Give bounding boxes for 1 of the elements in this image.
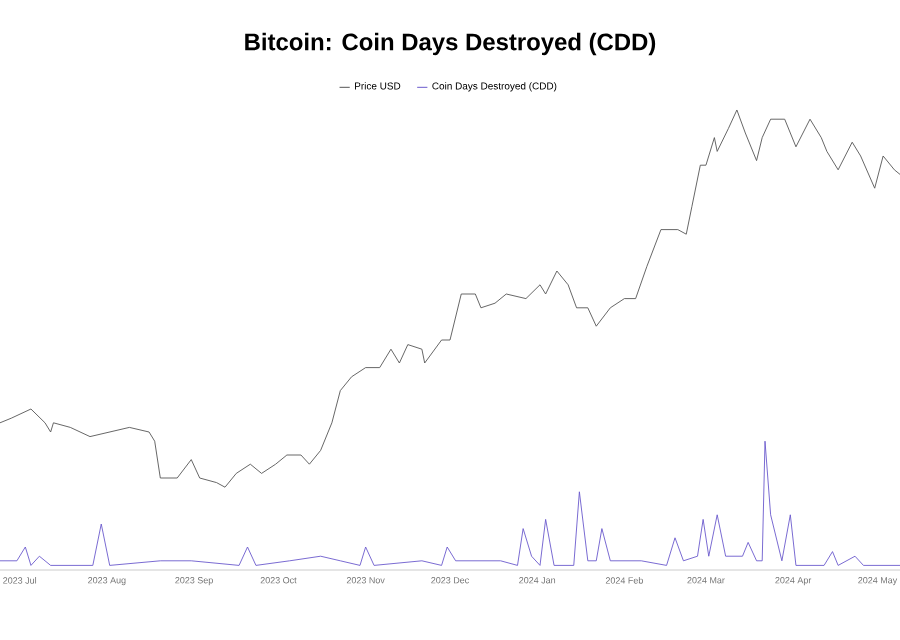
chart-title: Bitcoin: Coin Days Destroyed (CDD) [245, 32, 656, 56]
